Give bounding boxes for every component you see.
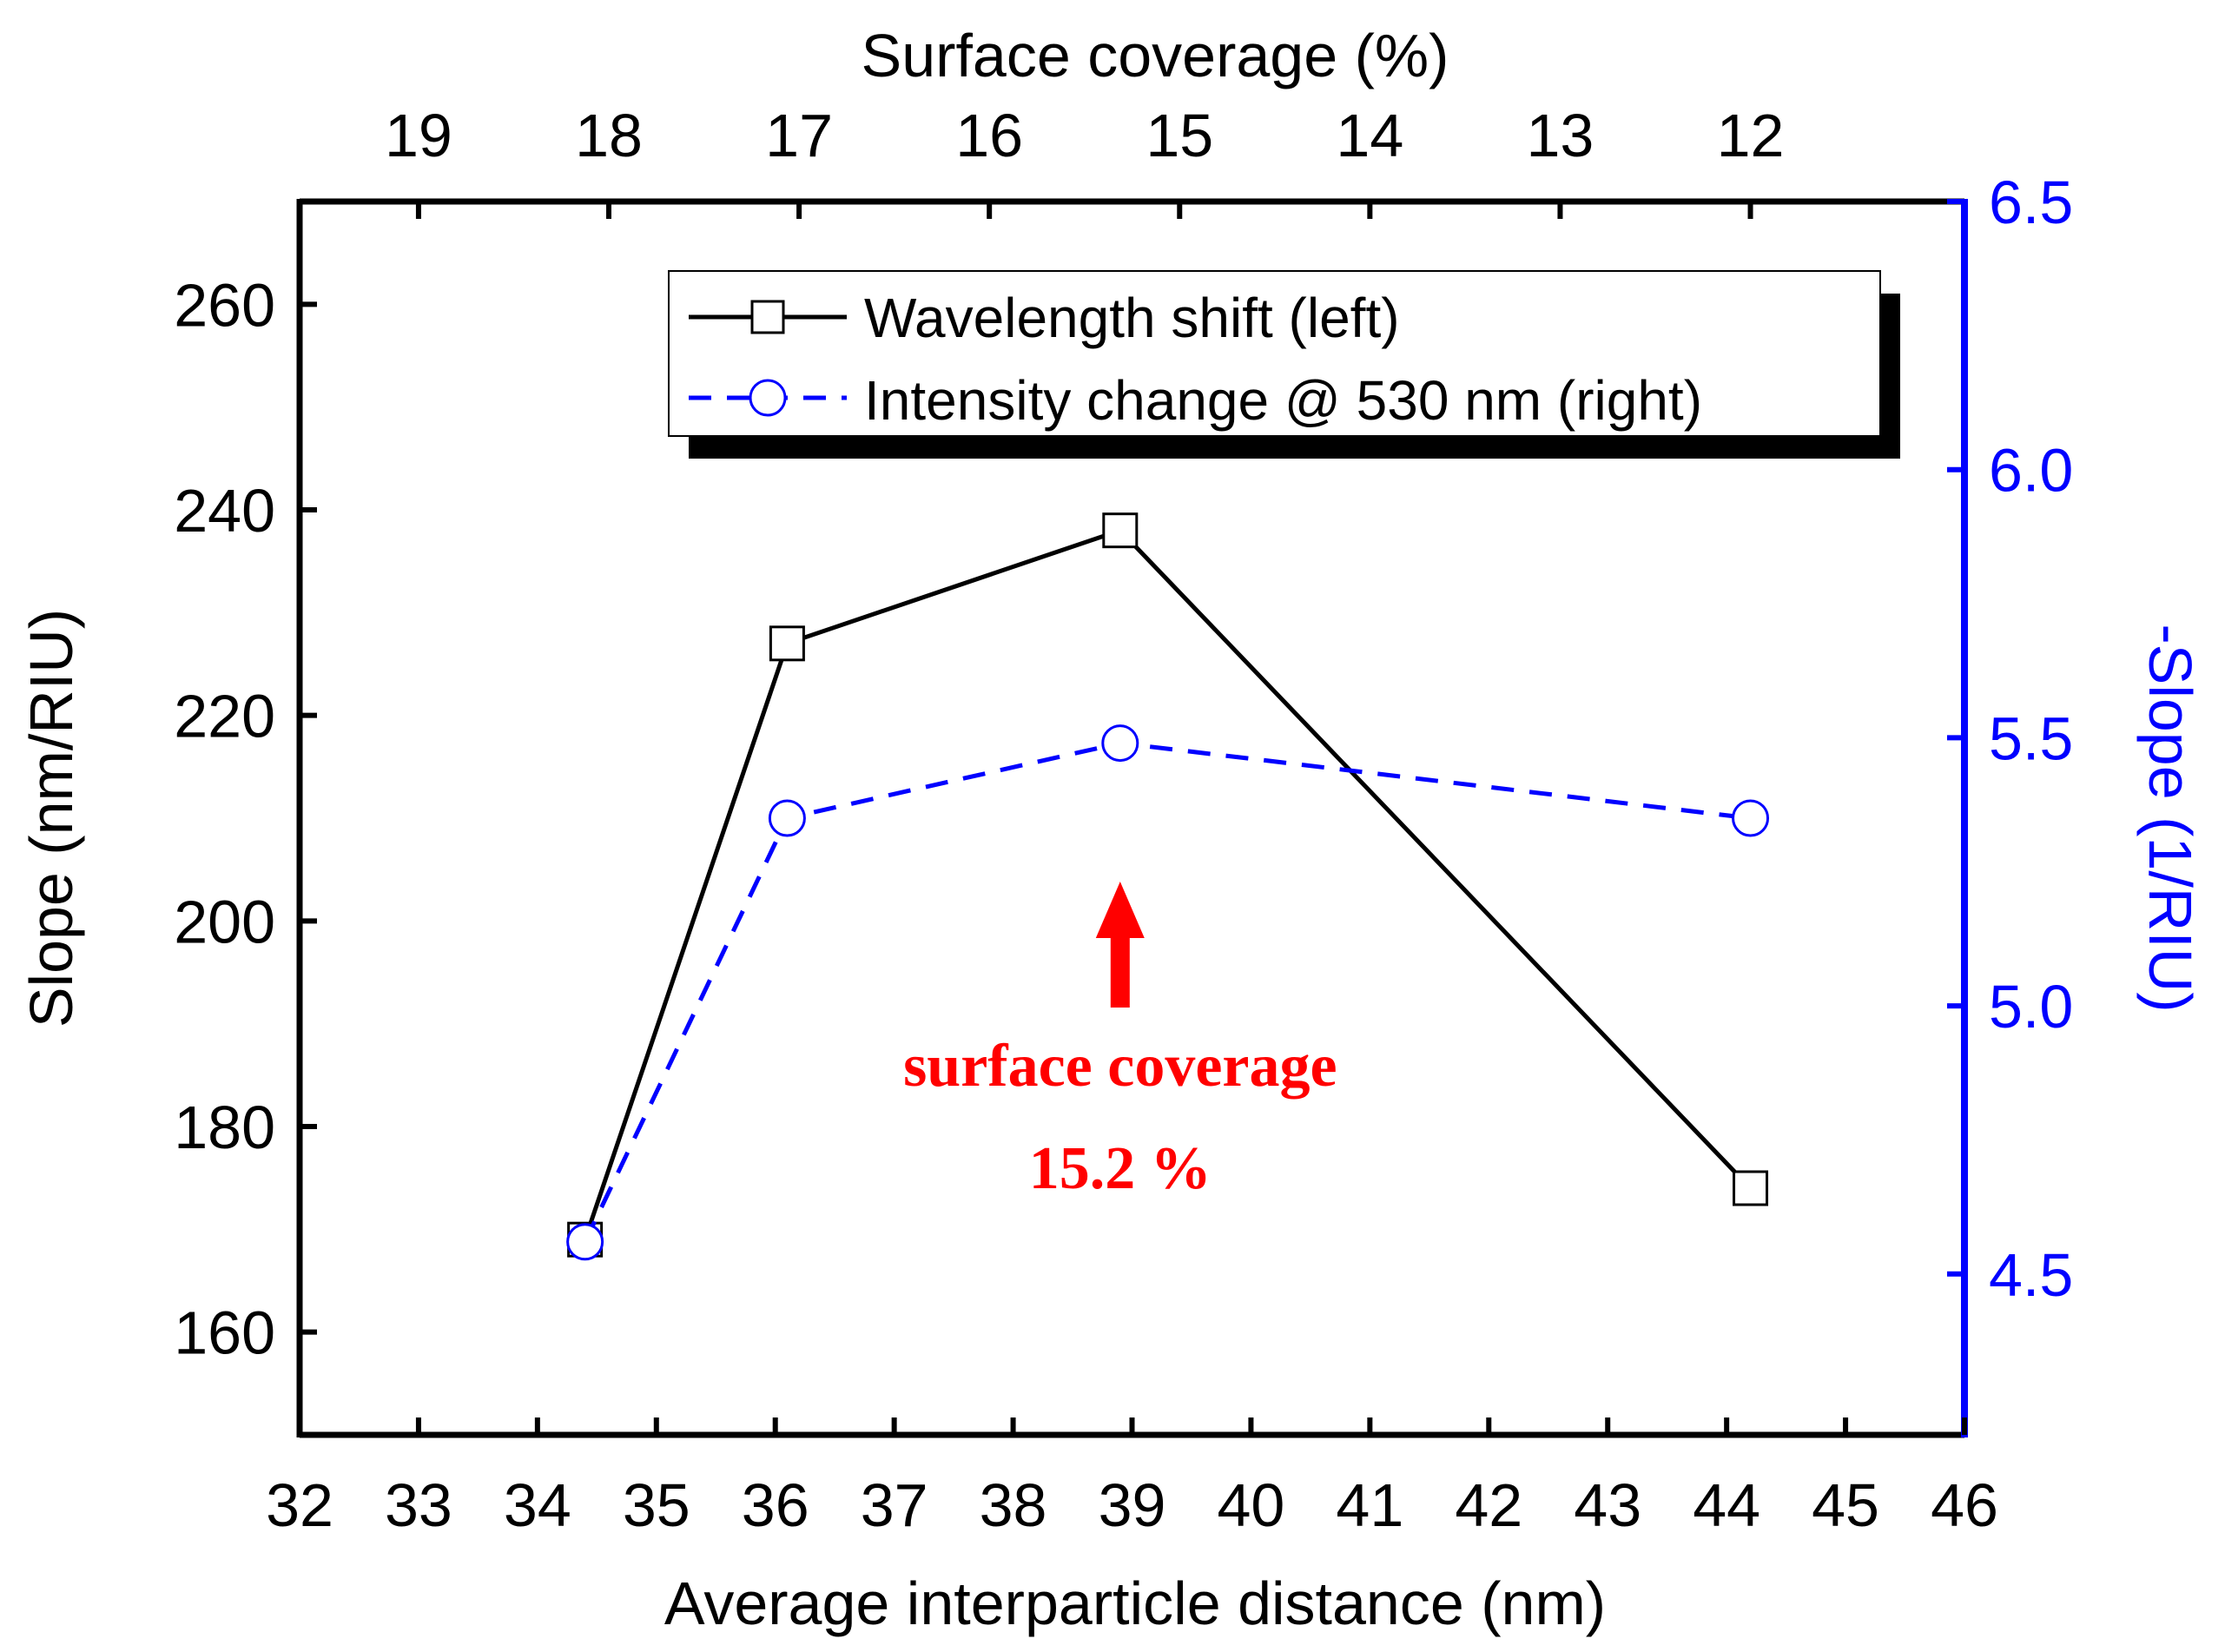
y-right-tick-label-4.5: 4.5 <box>1989 1241 2073 1309</box>
x-tick-label-32: 32 <box>266 1471 333 1539</box>
y-left-tick-label-260: 260 <box>174 271 275 339</box>
top-tick-label-14: 14 <box>1336 102 1403 169</box>
x-tick-label-42: 42 <box>1455 1471 1522 1539</box>
x-tick-label-35: 35 <box>623 1471 690 1539</box>
top-tick-label-16: 16 <box>955 102 1023 169</box>
x-tick-label-45: 45 <box>1812 1471 1879 1539</box>
annotation: surface coverage 15.2 % <box>903 882 1337 1202</box>
annotation-arrow <box>1095 882 1145 1008</box>
plot-frame <box>296 198 1968 1438</box>
legend-entry-intensity: Intensity change @ 530 nm (right) <box>689 369 1702 432</box>
x-tick-label-44: 44 <box>1693 1471 1760 1539</box>
legend-label-intensity: Intensity change @ 530 nm (right) <box>864 369 1702 432</box>
legend-marker-circle <box>749 379 787 417</box>
top-tick-label-18: 18 <box>575 102 643 169</box>
y-left-tick-label-200: 200 <box>174 888 275 955</box>
x-tick-label-43: 43 <box>1574 1471 1641 1539</box>
series-line-1 <box>583 527 1753 1241</box>
top-axis-title: Surface coverage (%) <box>862 22 1449 89</box>
x-tick-label-39: 39 <box>1099 1471 1166 1539</box>
y-left-tick-label-220: 220 <box>174 683 275 750</box>
annotation-line-1: surface coverage <box>903 1033 1337 1100</box>
y-left-tick-label-240: 240 <box>174 477 275 545</box>
x-tick-label-37: 37 <box>861 1471 928 1539</box>
y-right-tick-label-5.5: 5.5 <box>1989 704 2073 772</box>
marker-square-3 <box>1102 512 1139 549</box>
legend: Wavelength shift (left) Intensity change… <box>668 270 1900 459</box>
marker-circle-1 <box>566 1223 604 1261</box>
series-layer <box>566 512 1770 1261</box>
x-tick-label-34: 34 <box>504 1471 571 1539</box>
top-tick-label-13: 13 <box>1527 102 1594 169</box>
marker-square-2 <box>769 625 805 662</box>
top-tick-label-12: 12 <box>1717 102 1785 169</box>
legend-entry-wavelength: Wavelength shift (left) <box>689 287 1400 349</box>
top-tick-label-17: 17 <box>765 102 833 169</box>
marker-square-4 <box>1733 1170 1769 1206</box>
top-tick-label-15: 15 <box>1146 102 1213 169</box>
legend-marker-square <box>750 300 785 334</box>
marker-circle-3 <box>1101 724 1139 763</box>
y-left-tick-label-160: 160 <box>174 1299 275 1367</box>
x-tick-label-46: 46 <box>1931 1471 1998 1539</box>
y-right-tick-label-6.5: 6.5 <box>1989 169 2073 236</box>
y-left-tick-label-180: 180 <box>174 1094 275 1161</box>
right-axis-title: -Slope (1/RIU) <box>2136 624 2204 1012</box>
x-tick-label-41: 41 <box>1336 1471 1403 1539</box>
left-axis-title: Slope (nm/RIU) <box>17 609 85 1028</box>
x-axis-top: 19 18 17 16 15 14 13 12 <box>385 102 1784 219</box>
marker-circle-2 <box>768 799 806 837</box>
x-tick-label-38: 38 <box>980 1471 1047 1539</box>
top-tick-label-19: 19 <box>385 102 452 169</box>
x-tick-label-33: 33 <box>385 1471 452 1539</box>
y-right-tick-label-5.0: 5.0 <box>1989 973 2073 1041</box>
annotation-line-2: 15.2 % <box>1029 1135 1212 1202</box>
x-axis-title: Average interparticle distance (nm) <box>664 1569 1606 1637</box>
x-tick-label-40: 40 <box>1217 1471 1284 1539</box>
x-axis-bottom: 32 33 34 35 36 37 38 39 40 41 42 43 44 45 46 <box>266 1417 1998 1539</box>
legend-box <box>668 270 1881 437</box>
x-tick-label-36: 36 <box>742 1471 809 1539</box>
y-axis-right: 4.5 5.0 5.5 6.0 6.5 <box>1947 169 2073 1309</box>
marker-circle-4 <box>1732 799 1770 837</box>
y-right-tick-label-6.0: 6.0 <box>1989 437 2073 505</box>
legend-label-wavelength: Wavelength shift (left) <box>864 287 1400 349</box>
y-axis-left: 160 180 200 220 240 260 <box>174 271 317 1367</box>
series-line-2 <box>583 741 1751 1243</box>
